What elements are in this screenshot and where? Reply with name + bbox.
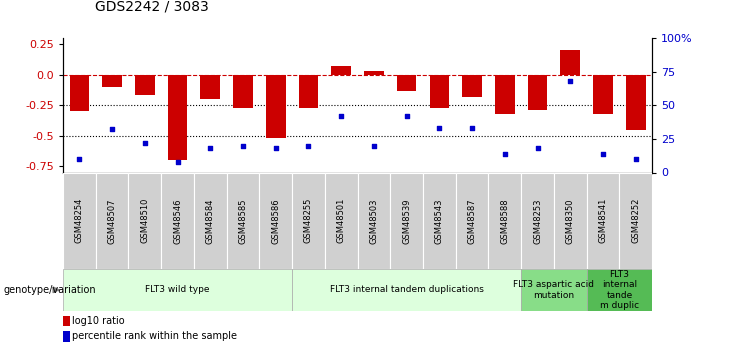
Bar [194, 172, 227, 269]
Point [172, 159, 184, 165]
Text: GSM48584: GSM48584 [206, 198, 215, 244]
Text: GSM48507: GSM48507 [107, 198, 116, 244]
Bar [63, 316, 70, 326]
Text: GSM48350: GSM48350 [566, 198, 575, 244]
Point [499, 151, 511, 156]
Bar [70, 75, 89, 111]
Text: GSM48587: GSM48587 [468, 198, 476, 244]
Bar [167, 75, 187, 160]
Bar [128, 172, 161, 269]
Point [73, 156, 85, 162]
Text: GSM48585: GSM48585 [239, 198, 247, 244]
Bar [357, 172, 391, 269]
Text: GSM48539: GSM48539 [402, 198, 411, 244]
Text: GSM48253: GSM48253 [533, 198, 542, 244]
Bar [135, 75, 155, 96]
Text: FLT3
internal
tande
m duplic: FLT3 internal tande m duplic [599, 270, 639, 310]
Bar [587, 172, 619, 269]
Bar [554, 172, 587, 269]
Text: GSM48541: GSM48541 [599, 198, 608, 244]
Point [597, 151, 609, 156]
Point [433, 125, 445, 131]
Bar [587, 269, 652, 310]
Bar [96, 172, 128, 269]
Text: GSM48546: GSM48546 [173, 198, 182, 244]
Point [335, 113, 347, 119]
Point [106, 127, 118, 132]
Bar [200, 75, 220, 99]
Point [466, 125, 478, 131]
Point [565, 78, 576, 84]
Bar [423, 172, 456, 269]
Text: GSM48252: GSM48252 [631, 198, 640, 244]
Bar [63, 331, 70, 342]
Bar [391, 172, 423, 269]
Point [237, 143, 249, 148]
Text: FLT3 wild type: FLT3 wild type [145, 285, 210, 294]
Bar [495, 75, 514, 114]
Point [531, 146, 543, 151]
Bar [456, 172, 488, 269]
Bar [63, 172, 96, 269]
Bar [63, 269, 292, 310]
Text: GSM48510: GSM48510 [140, 198, 149, 244]
Bar [521, 269, 587, 310]
Text: genotype/variation: genotype/variation [4, 285, 96, 295]
Bar [233, 75, 253, 108]
Bar [325, 172, 358, 269]
Point [401, 113, 413, 119]
Point [270, 146, 282, 151]
Point [630, 156, 642, 162]
Bar [331, 66, 351, 75]
Bar [462, 75, 482, 97]
Point [205, 146, 216, 151]
Bar [227, 172, 259, 269]
Bar [259, 172, 292, 269]
Point [368, 143, 380, 148]
Bar [266, 75, 285, 138]
Bar [299, 75, 319, 108]
Text: GSM48586: GSM48586 [271, 198, 280, 244]
Bar [430, 75, 449, 108]
Bar [521, 172, 554, 269]
Bar [102, 75, 122, 87]
Bar [593, 75, 613, 114]
Bar [488, 172, 521, 269]
Bar [626, 75, 645, 130]
Text: FLT3 aspartic acid
mutation: FLT3 aspartic acid mutation [514, 280, 594, 299]
Bar [364, 71, 384, 75]
Text: GSM48501: GSM48501 [336, 198, 345, 244]
Bar [528, 75, 548, 110]
Text: FLT3 internal tandem duplications: FLT3 internal tandem duplications [330, 285, 484, 294]
Bar [396, 75, 416, 90]
Text: GSM48588: GSM48588 [500, 198, 509, 244]
Bar [162, 172, 194, 269]
Text: GSM48255: GSM48255 [304, 198, 313, 244]
Text: percentile rank within the sample: percentile rank within the sample [73, 332, 237, 341]
Point [139, 140, 150, 146]
Text: log10 ratio: log10 ratio [73, 316, 125, 326]
Text: GSM48254: GSM48254 [75, 198, 84, 244]
Bar [292, 172, 325, 269]
Text: GSM48543: GSM48543 [435, 198, 444, 244]
Text: GSM48503: GSM48503 [370, 198, 379, 244]
Bar [292, 269, 521, 310]
Bar [560, 50, 580, 75]
Point [302, 143, 314, 148]
Bar [619, 172, 652, 269]
Text: GDS2242 / 3083: GDS2242 / 3083 [95, 0, 209, 14]
